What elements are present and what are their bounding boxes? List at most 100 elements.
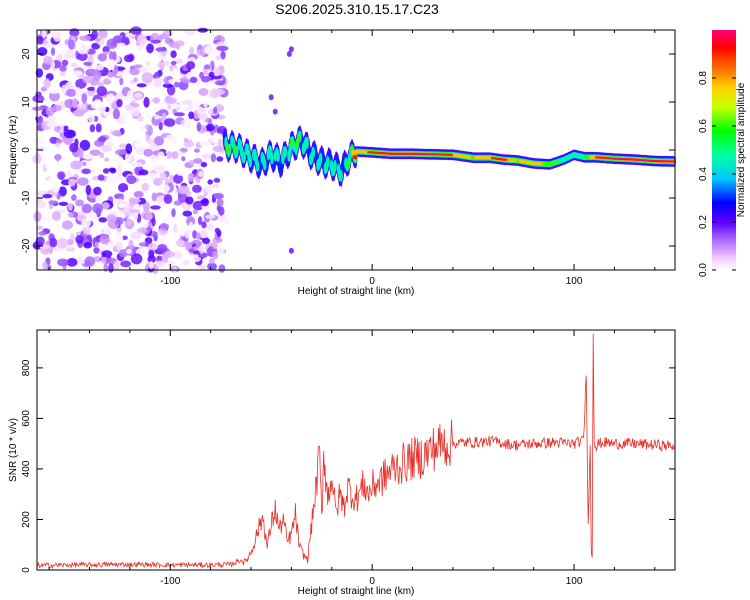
y-tick-label: -20 xyxy=(21,238,32,253)
noise-blob xyxy=(117,175,125,181)
noise-blob xyxy=(72,97,78,109)
noise-blob xyxy=(51,104,62,112)
noise-blob xyxy=(153,177,163,186)
noise-blob xyxy=(34,146,46,152)
noise-blob xyxy=(123,190,130,202)
noise-blob xyxy=(83,61,93,66)
noise-blob xyxy=(131,162,143,168)
snr-series-line xyxy=(36,333,676,570)
noise-blob xyxy=(286,51,292,57)
noise-blob xyxy=(201,98,208,104)
y-tick-label: 0 xyxy=(21,147,32,153)
noise-blob xyxy=(71,194,77,201)
noise-blob xyxy=(98,217,108,223)
noise-blob xyxy=(173,250,182,259)
noise-blob xyxy=(157,151,165,160)
noise-blob xyxy=(43,56,53,65)
noise-blob xyxy=(151,217,156,227)
noise-blob xyxy=(103,262,109,273)
noise-blob xyxy=(181,132,188,139)
noise-blob xyxy=(155,47,167,52)
noise-blob xyxy=(134,141,143,149)
noise-blob xyxy=(56,50,68,56)
noise-blob xyxy=(42,194,53,199)
noise-blob xyxy=(209,257,215,265)
noise-blob xyxy=(101,202,110,210)
noise-blob xyxy=(96,86,108,97)
noise-blob xyxy=(47,115,57,122)
ridge-mark xyxy=(554,159,559,165)
noise-blob xyxy=(81,168,91,175)
x-tick-label: 0 xyxy=(369,576,375,587)
colorbar-tick-label: 0.6 xyxy=(698,119,709,133)
ridge-mark xyxy=(248,155,252,168)
noise-blob xyxy=(81,217,91,228)
noise-blob xyxy=(55,138,63,144)
noise-blob xyxy=(55,120,68,127)
noise-blob xyxy=(202,237,211,245)
noise-blob xyxy=(188,221,194,231)
x-tick-label: 100 xyxy=(566,576,583,587)
noise-blob xyxy=(133,191,143,198)
noise-blob xyxy=(158,49,167,60)
noise-blob xyxy=(93,81,105,87)
noise-blob xyxy=(156,244,168,253)
noise-blob xyxy=(137,44,144,52)
colorbar-tick-label: 0.2 xyxy=(698,215,709,229)
noise-blob xyxy=(161,112,167,119)
noise-blob xyxy=(55,153,60,162)
noise-blob xyxy=(220,50,226,60)
noise-blob xyxy=(82,75,94,84)
x-tick-label: -100 xyxy=(160,276,180,287)
noise-blob xyxy=(139,66,148,74)
noise-blob xyxy=(204,64,211,70)
noise-blob xyxy=(183,141,194,148)
noise-blob xyxy=(152,264,159,275)
noise-blob xyxy=(79,139,91,151)
figure-title: S206.2025.310.15.17.C23 xyxy=(275,1,439,17)
noise-blob xyxy=(106,175,118,185)
noise-blob xyxy=(121,111,127,123)
noise-blob xyxy=(201,204,210,210)
noise-blob xyxy=(36,36,44,45)
noise-blob xyxy=(152,49,157,56)
ridge-mark xyxy=(449,153,454,156)
noise-blob xyxy=(192,184,202,193)
noise-blob xyxy=(201,198,209,207)
ridge-mark xyxy=(339,170,343,182)
noise-blob xyxy=(115,240,123,251)
noise-blob xyxy=(172,67,178,77)
noise-blob xyxy=(185,117,191,128)
noise-blob xyxy=(115,149,127,156)
noise-blob xyxy=(57,238,69,249)
noise-blob xyxy=(151,97,161,104)
noise-blob xyxy=(215,55,222,61)
noise-blob xyxy=(115,232,124,244)
noise-blob xyxy=(167,104,172,110)
noise-blob xyxy=(92,70,102,81)
noise-blob xyxy=(188,248,195,253)
noise-blob xyxy=(134,92,143,99)
noise-blob xyxy=(106,38,118,49)
noise-blob xyxy=(213,177,221,183)
y-tick-label: 600 xyxy=(21,410,32,427)
noise-blob xyxy=(94,241,99,248)
noise-blob xyxy=(124,66,130,73)
snr-frame xyxy=(36,329,676,571)
noise-blob xyxy=(67,169,72,178)
noise-blob xyxy=(181,156,186,162)
noise-blob xyxy=(213,185,219,194)
noise-blob xyxy=(70,233,75,240)
noise-blob xyxy=(170,60,177,66)
noise-blob xyxy=(193,148,200,153)
noise-blob xyxy=(33,138,43,145)
noise-blob xyxy=(61,84,67,94)
noise-blob xyxy=(149,261,154,270)
noise-blob xyxy=(189,46,194,55)
ridge-mark xyxy=(325,155,330,168)
noise-blob xyxy=(152,158,160,168)
noise-blob xyxy=(103,224,110,236)
y-tick-label: 10 xyxy=(21,96,32,108)
noise-blob xyxy=(121,235,128,240)
y-tick-label: 400 xyxy=(21,460,32,477)
